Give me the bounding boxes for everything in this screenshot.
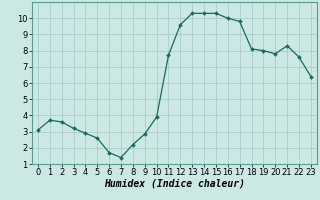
X-axis label: Humidex (Indice chaleur): Humidex (Indice chaleur) xyxy=(104,179,245,189)
